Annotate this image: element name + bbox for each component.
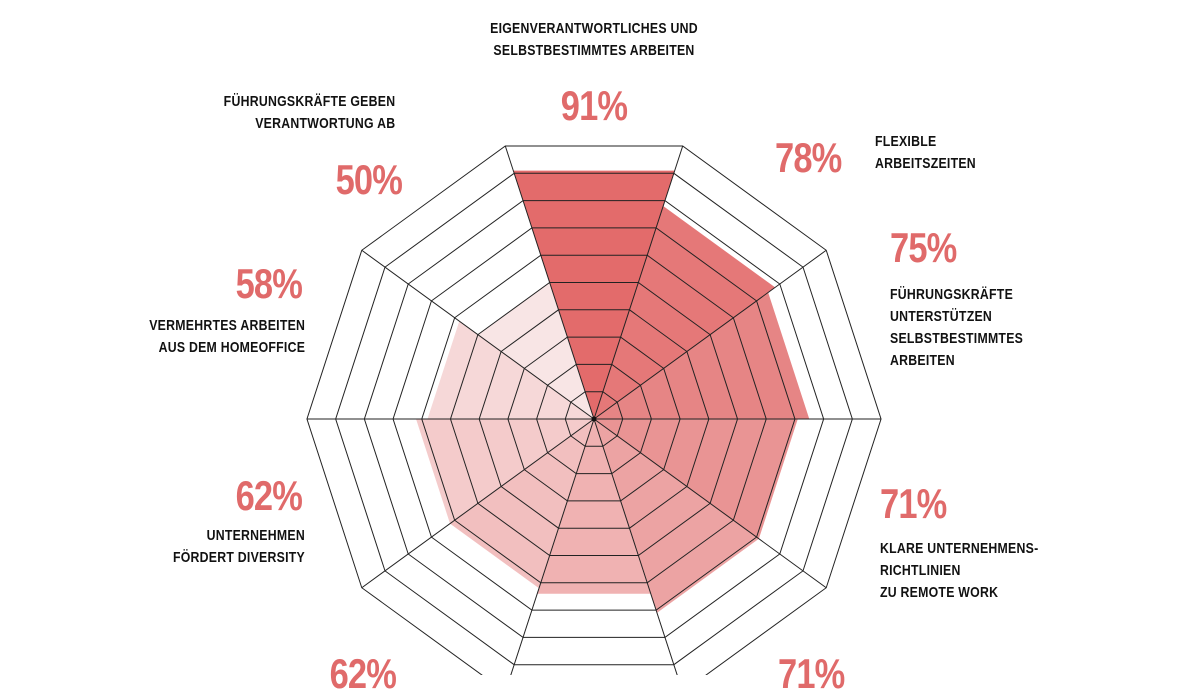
grid-spoke-2 — [593, 249, 827, 420]
grid-ring-10 — [306, 145, 882, 675]
value-label-3: 71% — [880, 480, 947, 527]
grid-spoke-0 — [504, 145, 595, 420]
segment-9 — [477, 282, 594, 419]
segment-4 — [594, 419, 759, 613]
grid-spoke-9 — [361, 249, 595, 420]
category-label-3: KLARE UNTERNEHMENS- RICHTLINIEN ZU REMOT… — [880, 540, 1039, 601]
segment-3 — [594, 419, 798, 539]
grid-spoke-4 — [593, 418, 827, 589]
grid-spoke-1 — [593, 145, 684, 420]
segment-6 — [450, 419, 594, 589]
radar-chart — [306, 145, 882, 675]
category-label-0: EIGENVERANTWORTLICHES UND SELBSTBESTIMMT… — [490, 20, 698, 59]
segment-5 — [537, 419, 651, 594]
value-label-0: 91% — [560, 82, 628, 129]
grid-spoke-6 — [510, 418, 595, 675]
value-label-7: 62% — [235, 472, 303, 519]
grid-spoke-7 — [361, 418, 595, 589]
category-label-9: FÜHRUNGSKRÄFTE GEBEN VERANTWORTUNG AB — [223, 93, 395, 132]
value-label-9: 50% — [335, 156, 403, 203]
value-label-1: 78% — [775, 134, 842, 181]
category-label-8: VERMEHRTES ARBEITEN AUS DEM HOMEOFFICE — [149, 317, 305, 356]
segment-8 — [427, 321, 594, 419]
value-label-2: 75% — [890, 224, 957, 271]
value-label-8: 58% — [235, 260, 303, 307]
value-label-4: 71% — [778, 650, 845, 697]
value-label-6: 62% — [329, 650, 397, 697]
segment-0 — [513, 170, 675, 419]
segment-7 — [416, 419, 594, 524]
category-label-7: UNTERNEHMEN FÖRDERT DIVERSITY — [173, 527, 305, 566]
grid-spoke-5 — [593, 418, 678, 675]
center-dot — [591, 416, 597, 422]
category-label-2: FÜHRUNGSKRÄFTE UNTERSTÜTZEN SELBSTBESTIM… — [890, 286, 1024, 369]
segment-1 — [594, 206, 776, 419]
category-label-1: FLEXIBLE ARBEITSZEITEN — [875, 133, 976, 172]
